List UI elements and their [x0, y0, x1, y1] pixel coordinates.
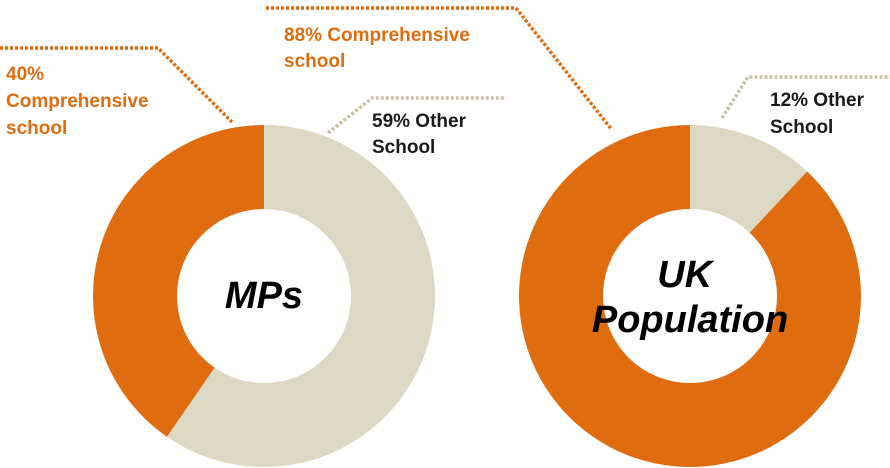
label-line: school	[284, 51, 345, 72]
donut-uk-population: UK Population	[519, 125, 862, 467]
donut-center-title-line2: Population	[592, 299, 788, 341]
leader-mps-other	[326, 96, 506, 135]
label-line: Comprehensive	[6, 91, 149, 112]
label-line: 88% Comprehensive	[284, 25, 470, 46]
leader-uk-comprehensive	[266, 6, 614, 132]
slice-mps-other	[167, 125, 435, 468]
donut-center-title: UK Population	[592, 254, 788, 341]
label-line: school	[6, 118, 67, 139]
label-uk-other: 12% Other School	[770, 90, 869, 138]
donut-center-title: MPs	[225, 275, 303, 317]
label-mps-other: 59% Other School	[372, 111, 471, 158]
donut-center-title-line1: UK	[657, 254, 714, 296]
slice-mps-comprehensive	[92, 125, 265, 437]
label-line: School	[372, 137, 435, 158]
label-line: 12% Other	[770, 90, 865, 111]
slice-uk-other	[690, 125, 808, 233]
label-line: 40%	[6, 64, 44, 85]
label-line: School	[770, 117, 833, 138]
slice-uk-comprehensive	[519, 125, 862, 467]
label-line: 59% Other	[372, 111, 467, 132]
leader-mps-comprehensive	[0, 46, 234, 124]
donut-mps: MPs	[92, 125, 435, 468]
leader-uk-other	[720, 75, 890, 119]
label-uk-comprehensive: 88% Comprehensive school	[284, 25, 475, 72]
label-mps-comprehensive: 40% Comprehensive school	[6, 64, 154, 139]
